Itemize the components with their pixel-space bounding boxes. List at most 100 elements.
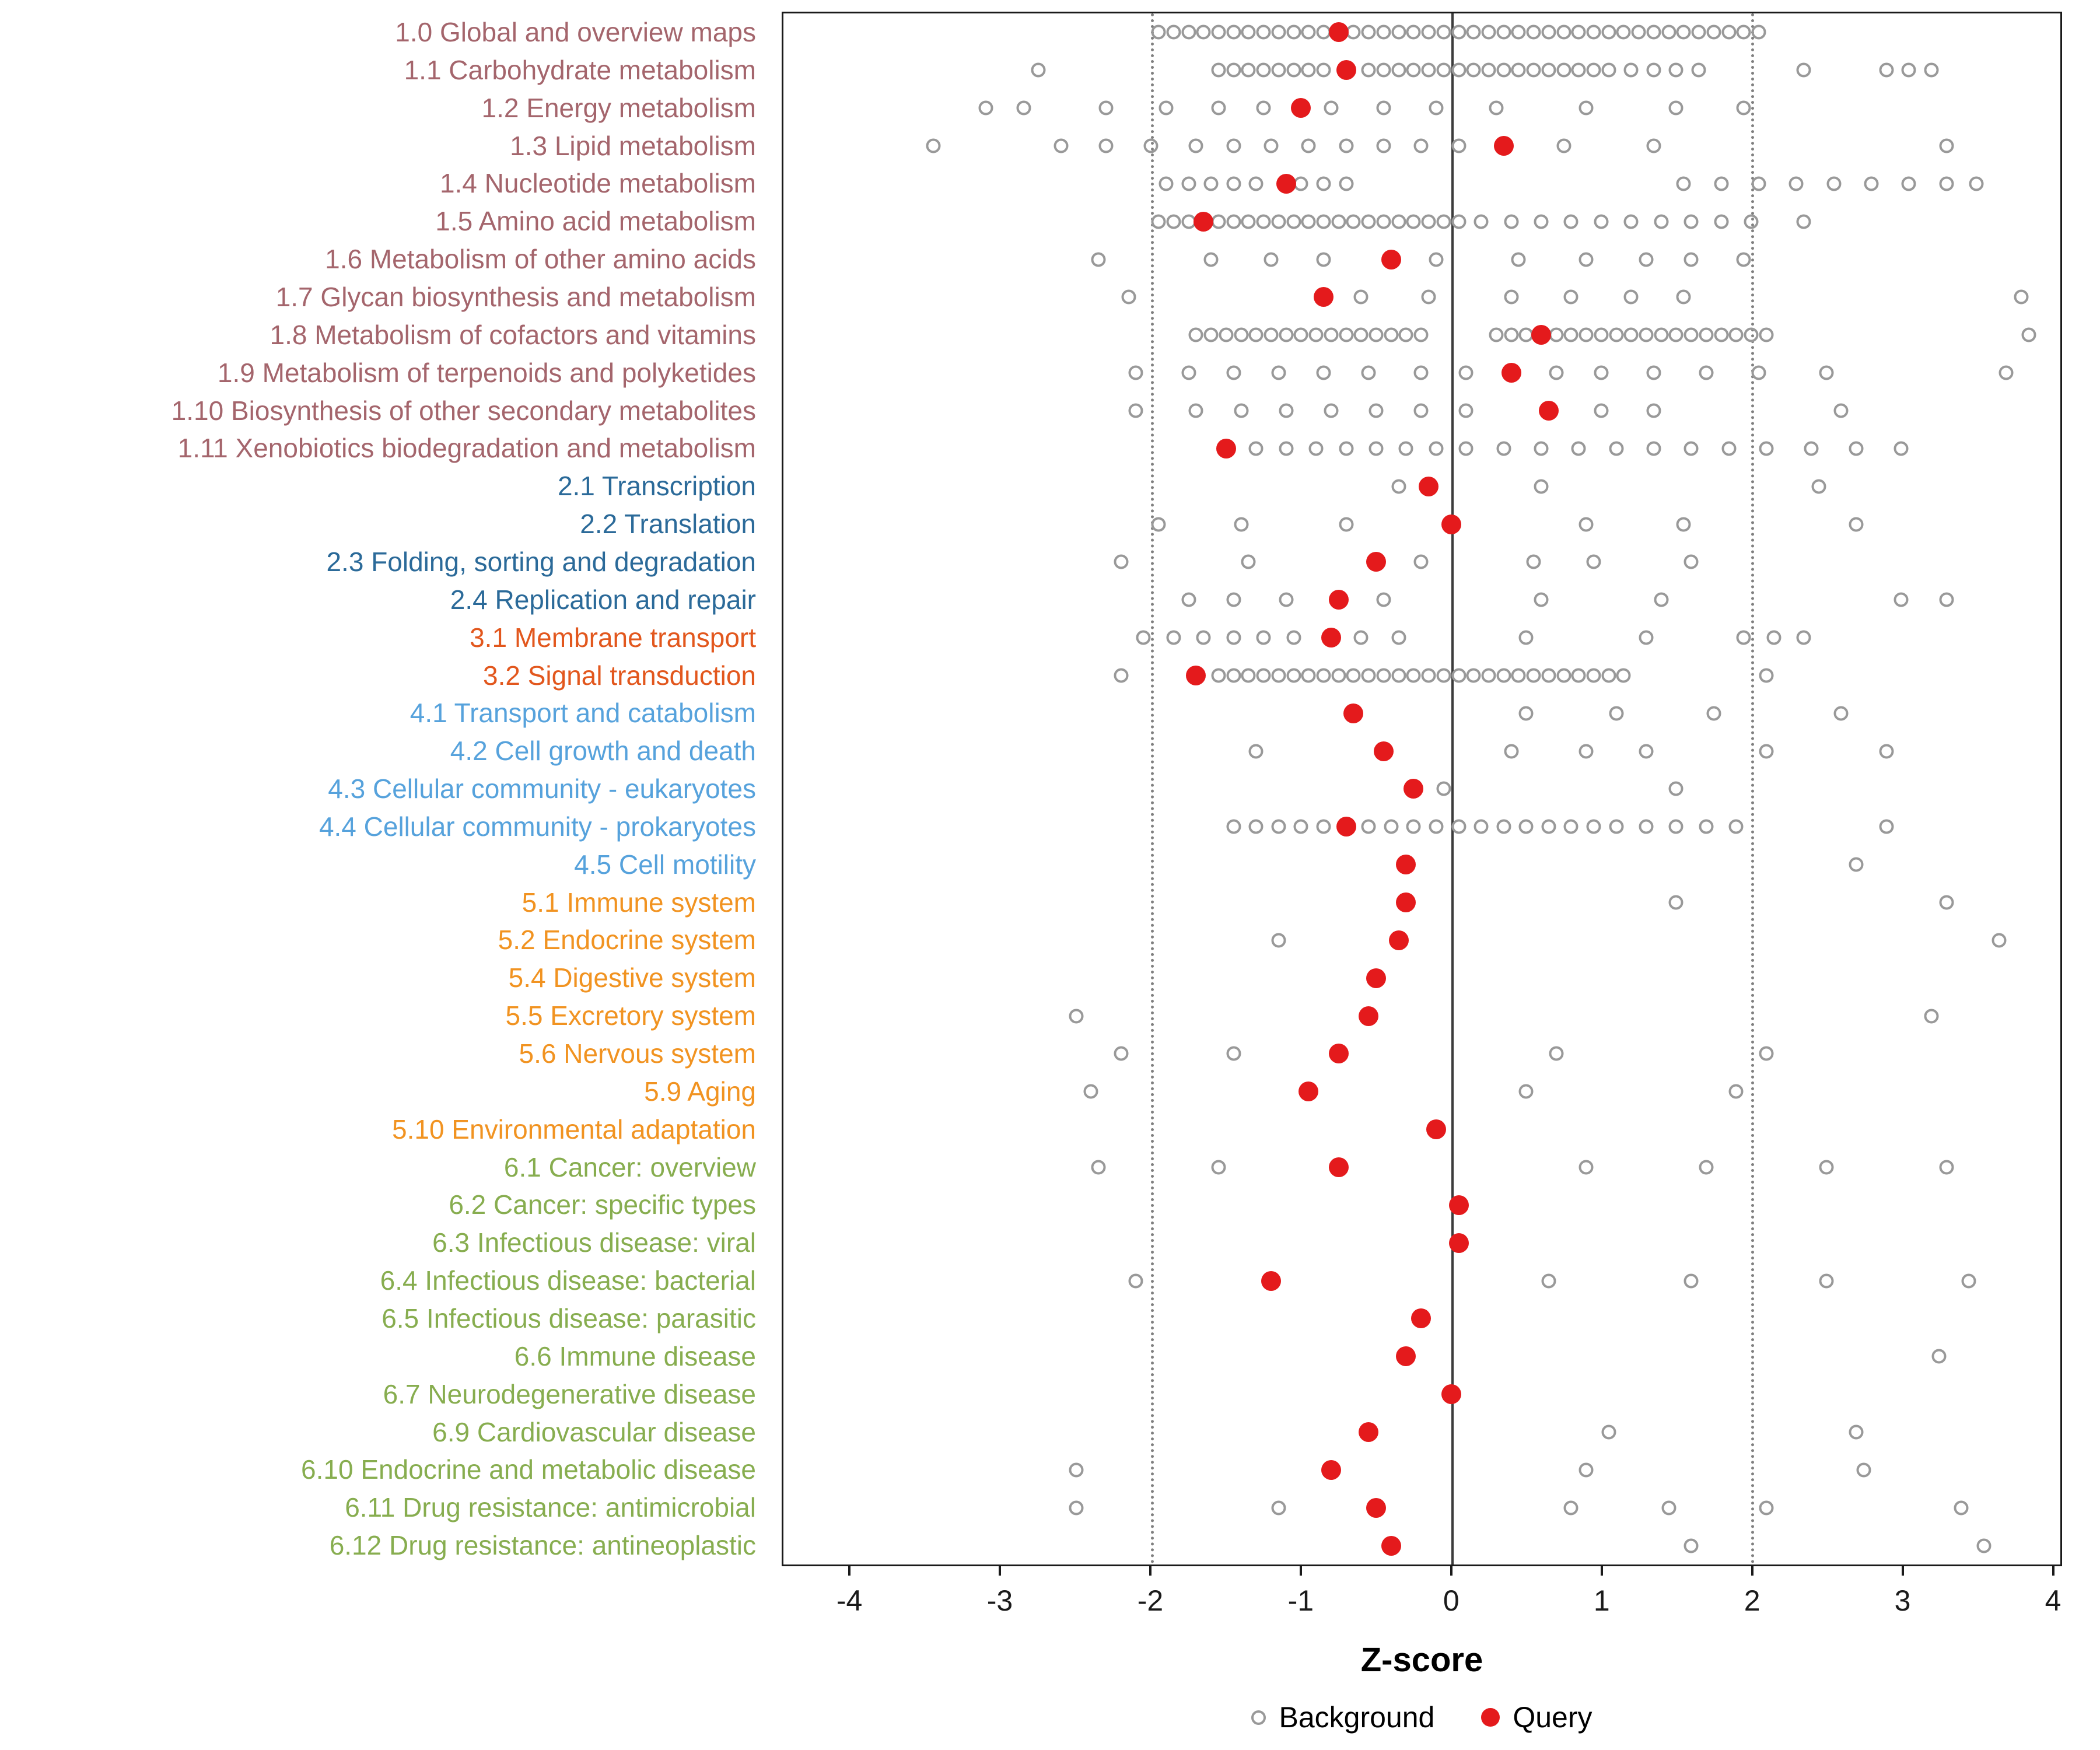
legend-item-background: Background — [1251, 1700, 1434, 1734]
background-point — [1556, 62, 1572, 78]
background-point — [1413, 138, 1429, 153]
background-point — [1308, 327, 1324, 342]
plot-panel — [782, 12, 2062, 1566]
category-row — [783, 278, 2060, 316]
background-point — [1992, 933, 2007, 948]
background-point — [1271, 365, 1286, 380]
background-point — [1114, 1046, 1129, 1061]
query-point — [1396, 855, 1416, 875]
background-point — [1114, 668, 1129, 683]
category-row — [783, 127, 2060, 165]
background-point — [1203, 176, 1219, 191]
background-point — [1864, 176, 1879, 191]
background-point — [1398, 327, 1413, 342]
background-point — [1241, 668, 1256, 683]
y-axis-label: 1.11 Xenobiotics biodegradation and meta… — [177, 433, 756, 464]
background-point — [1654, 327, 1669, 342]
background-point — [1316, 214, 1331, 229]
query-point — [1493, 135, 1514, 156]
background-point — [1751, 24, 1766, 40]
background-point — [1668, 100, 1684, 116]
background-point — [1301, 24, 1316, 40]
background-point — [1676, 517, 1691, 532]
background-point — [1939, 138, 1954, 153]
background-point — [1879, 62, 1894, 78]
background-point — [1586, 819, 1601, 834]
background-point — [1549, 1046, 1564, 1061]
background-point — [1609, 819, 1624, 834]
background-point — [1316, 176, 1331, 191]
y-axis-label: 6.10 Endocrine and metabolic disease — [301, 1454, 756, 1485]
background-point — [1518, 819, 1534, 834]
background-point — [1939, 176, 1954, 191]
background-point — [1069, 1009, 1084, 1024]
background-point — [1429, 252, 1444, 267]
query-point — [1366, 552, 1387, 572]
query-point — [1538, 400, 1559, 421]
x-axis-tick — [1149, 1566, 1152, 1576]
background-point — [1728, 1084, 1744, 1099]
background-point — [1849, 441, 1864, 456]
background-point — [1226, 365, 1241, 380]
background-point — [1279, 403, 1294, 418]
y-axis-label: 6.7 Neurodegenerative disease — [383, 1378, 756, 1409]
legend-label-background: Background — [1279, 1701, 1435, 1734]
background-point — [1534, 214, 1549, 229]
background-point — [1676, 176, 1691, 191]
y-axis-label: 5.5 Excretory system — [505, 1000, 756, 1031]
category-row — [783, 959, 2060, 997]
background-point — [1563, 214, 1578, 229]
query-point — [1328, 22, 1349, 43]
background-point — [1511, 252, 1526, 267]
query-point — [1373, 741, 1394, 761]
background-point — [1541, 819, 1556, 834]
background-point — [1181, 592, 1196, 607]
background-point — [1691, 62, 1706, 78]
y-axis-label: 1.5 Amino acid metabolism — [435, 206, 756, 237]
category-row — [783, 1376, 2060, 1413]
background-point — [1279, 592, 1294, 607]
background-point — [1766, 630, 1782, 645]
category-row — [783, 846, 2060, 884]
background-point — [1324, 100, 1339, 116]
y-axis-label: 5.9 Aging — [644, 1076, 756, 1107]
background-point — [1586, 554, 1601, 569]
y-axis-label: 6.2 Cancer: specific types — [449, 1189, 756, 1220]
background-point — [1241, 62, 1256, 78]
category-row — [783, 1073, 2060, 1111]
background-point — [1549, 365, 1564, 380]
category-row — [783, 392, 2060, 430]
y-axis-label: 6.12 Drug resistance: antineoplastic — [329, 1530, 756, 1561]
query-point — [1366, 1497, 1387, 1518]
background-point — [1571, 441, 1586, 456]
background-point — [1849, 517, 1864, 532]
background-point — [1241, 214, 1256, 229]
background-point — [1069, 1462, 1084, 1478]
background-point — [1639, 630, 1654, 645]
background-point — [1158, 100, 1174, 116]
y-axis-label: 6.3 Infectious disease: viral — [432, 1227, 756, 1258]
threshold-reference-line — [1151, 13, 1154, 1564]
y-axis-label: 6.1 Cancer: overview — [503, 1152, 756, 1182]
y-axis-label: 2.2 Translation — [580, 509, 756, 540]
background-point — [2014, 289, 2029, 304]
query-point — [1328, 1044, 1349, 1064]
background-point — [1759, 1046, 1774, 1061]
background-point — [1706, 706, 1721, 721]
background-point — [1594, 403, 1609, 418]
background-point — [1264, 327, 1279, 342]
background-point — [1324, 327, 1339, 342]
background-point-icon — [1251, 1710, 1266, 1725]
background-point — [1699, 819, 1714, 834]
background-point — [1623, 289, 1639, 304]
query-point — [1359, 1422, 1379, 1442]
background-point — [1128, 403, 1143, 418]
background-point — [1286, 630, 1301, 645]
background-point — [1616, 668, 1631, 683]
background-point — [1226, 1046, 1241, 1061]
background-point — [1391, 668, 1406, 683]
background-point — [1368, 441, 1384, 456]
background-point — [1601, 668, 1616, 683]
background-point — [1384, 327, 1399, 342]
background-point — [1166, 630, 1181, 645]
